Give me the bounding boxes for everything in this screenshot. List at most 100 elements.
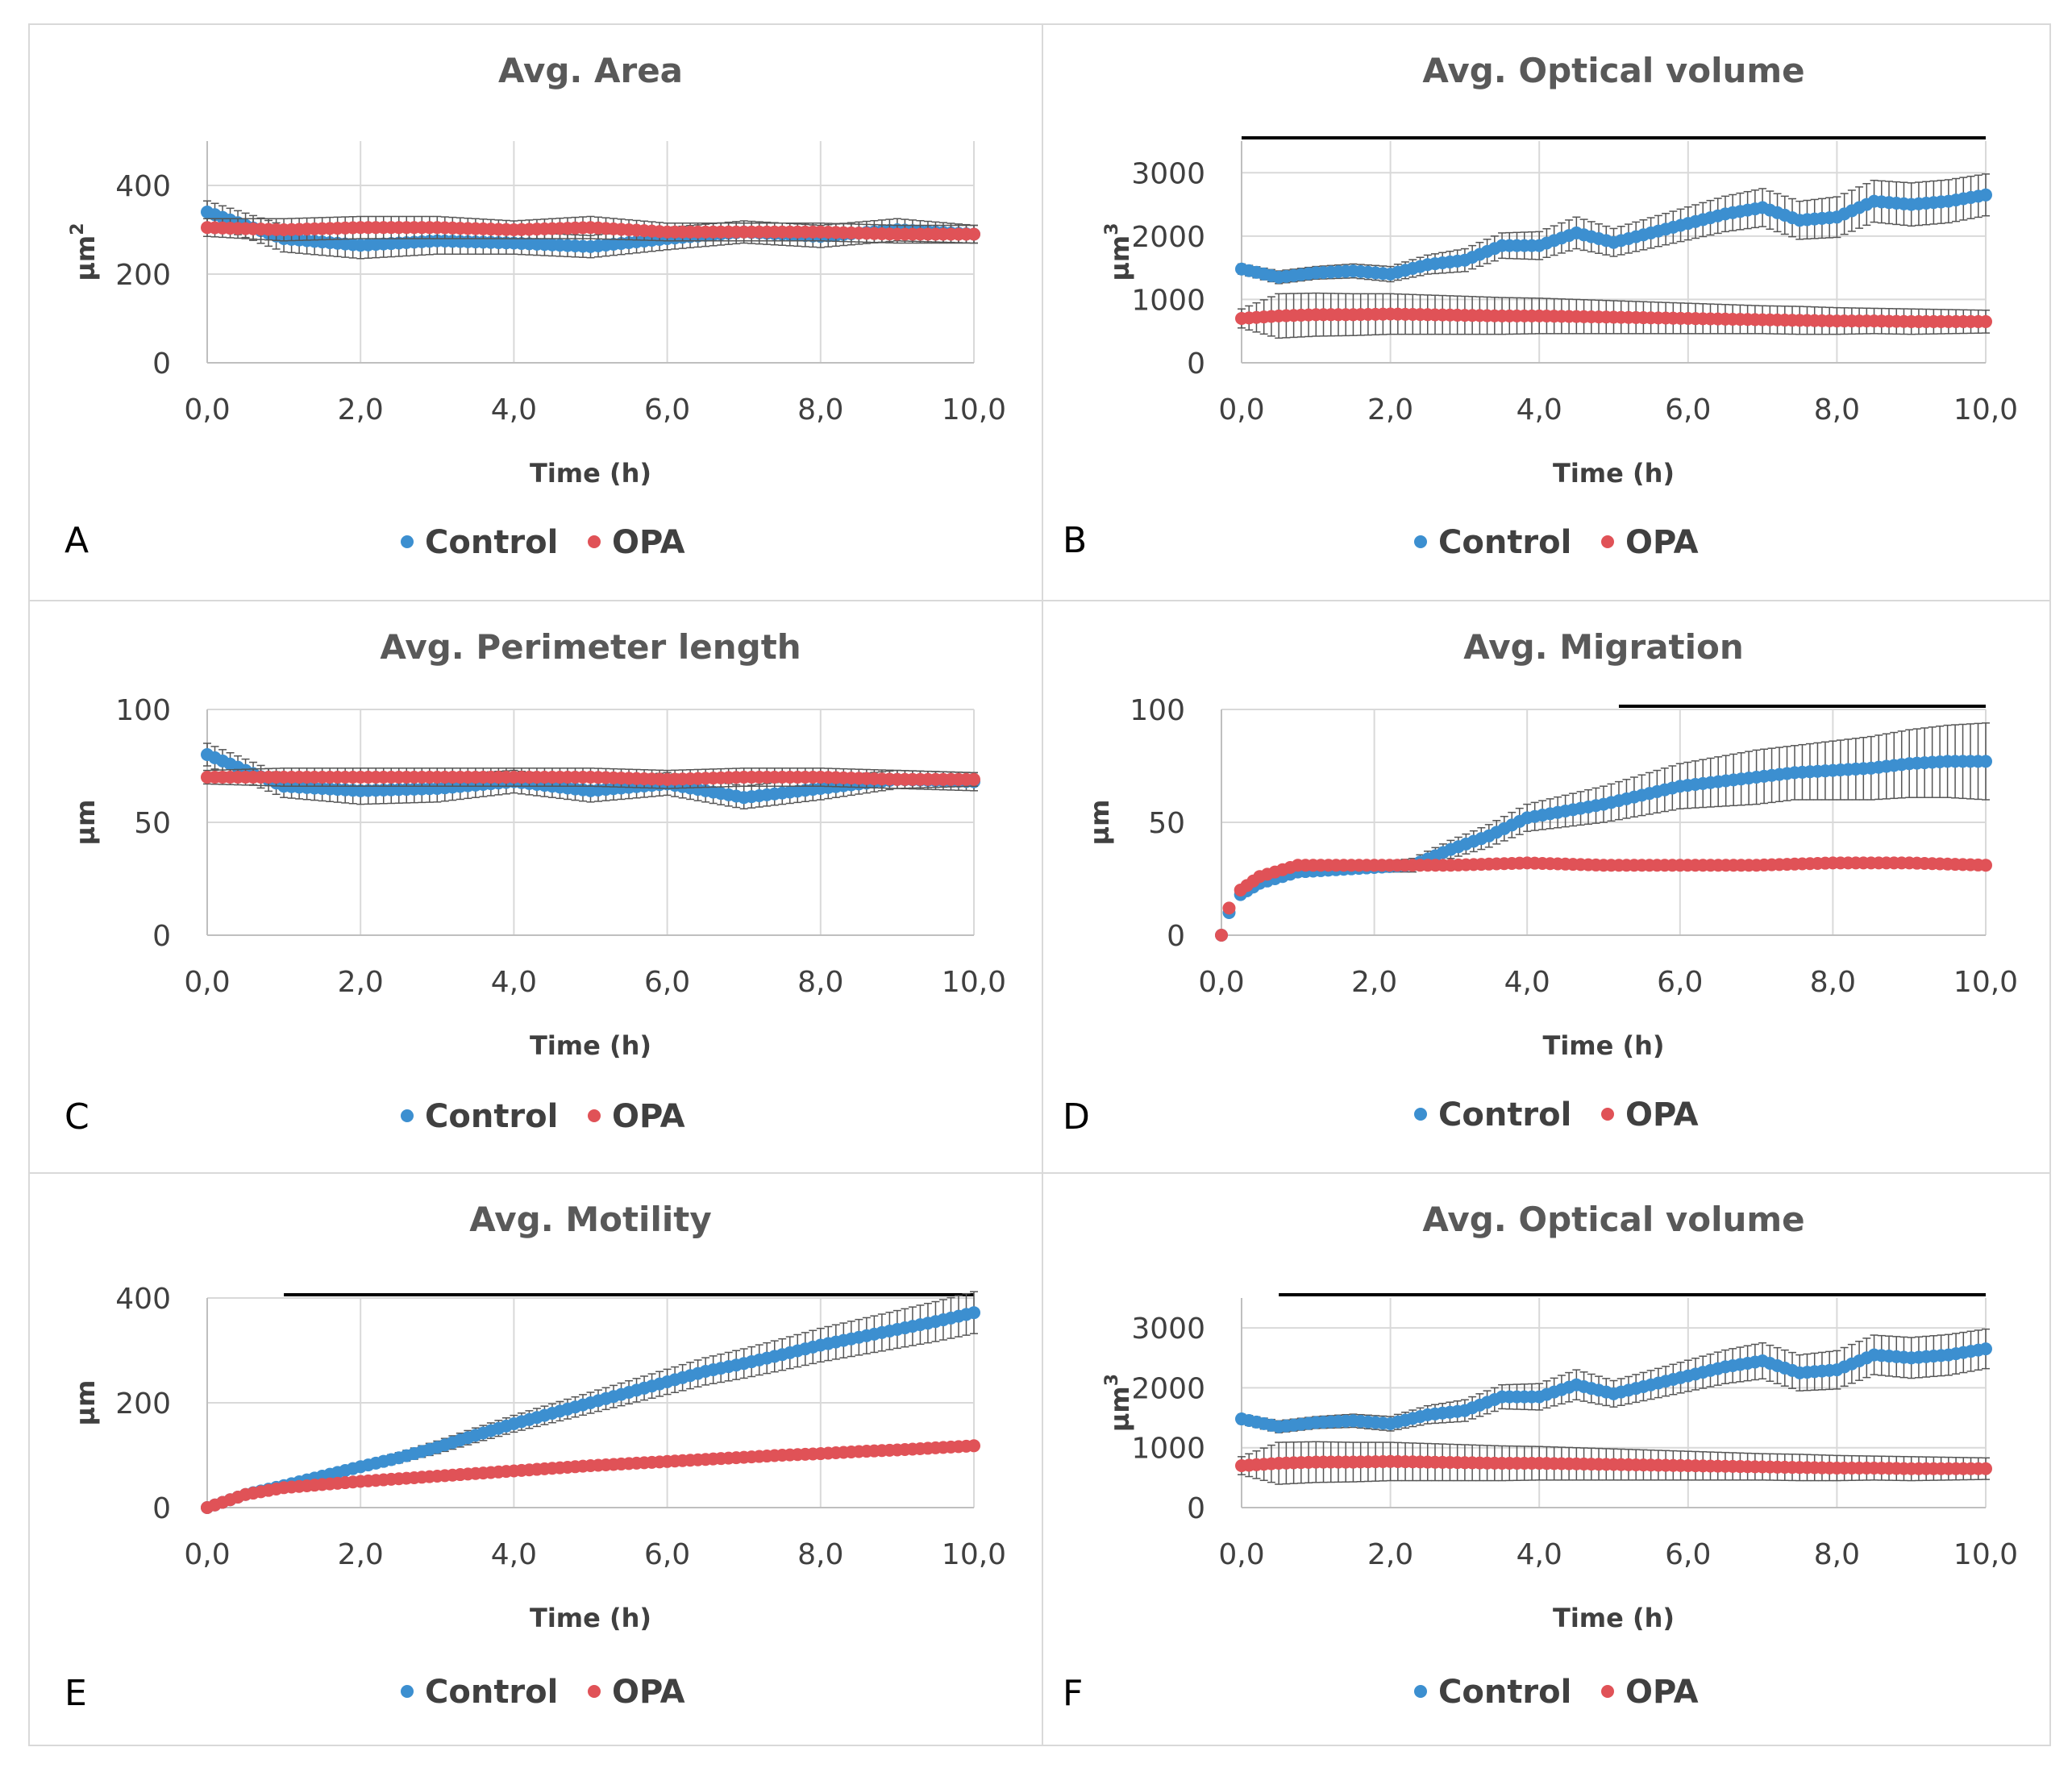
y-tick-label: 50 (1148, 807, 1185, 840)
x-tick-label: 2,0 (1367, 1538, 1413, 1571)
x-axis-label: Time (h) (530, 1603, 651, 1633)
x-tick-label: 0,0 (1218, 393, 1264, 426)
legend-marker-opa (588, 1685, 601, 1698)
y-tick-label: 0 (152, 920, 171, 953)
data-point (1979, 188, 1992, 202)
legend-marker-opa (588, 535, 601, 548)
chart-title: Avg. Migration (1463, 627, 1744, 667)
chart-title: Avg. Perimeter length (380, 627, 801, 667)
legend-label-control: Control (425, 1674, 558, 1711)
chart-title: Avg. Area (498, 51, 683, 90)
y-tick-label: 0 (1187, 347, 1205, 381)
panel-letter: B (1063, 520, 1087, 561)
legend-marker-control (1414, 535, 1427, 548)
data-point (1979, 314, 1992, 328)
x-tick-label: 2,0 (1367, 393, 1413, 426)
x-tick-label: 2,0 (338, 1538, 384, 1571)
y-axis-label-superscript: 2 (68, 223, 88, 235)
panel-letter: A (64, 520, 89, 561)
y-axis-label: µm (1084, 800, 1115, 846)
chart-panel-d: Avg. Migration 0,0 2,0 4,0 6,0 8,0 10,0 0 50 100 T… (1063, 627, 2018, 1138)
chart-panel-f: Avg. Optical volume 0,0 2,0 4,0 6,0 8,0 10,0 0 1… (1063, 1200, 2018, 1714)
y-tick-label: 0 (152, 1492, 171, 1525)
x-tick-label: 10,0 (1953, 393, 2018, 426)
x-tick-label: 6,0 (1657, 966, 1703, 999)
y-tick-label: 0 (1187, 1492, 1205, 1525)
x-tick-label: 0,0 (1218, 1538, 1264, 1571)
y-axis-label: µm (70, 1380, 101, 1426)
x-tick-label: 2,0 (338, 966, 384, 999)
legend-marker-opa (1601, 1108, 1614, 1121)
legend-label-control: Control (425, 524, 558, 561)
x-tick-label: 4,0 (491, 393, 537, 426)
x-tick-label: 4,0 (1504, 966, 1550, 999)
x-tick-label: 8,0 (1814, 1538, 1860, 1571)
y-tick-label: 200 (115, 1387, 171, 1421)
x-tick-label: 0,0 (184, 966, 230, 999)
chart-title: Avg. Motility (469, 1200, 711, 1239)
x-axis-label: Time (h) (1553, 458, 1675, 489)
y-tick-label: 0 (1167, 920, 1185, 953)
series-control (1215, 722, 1992, 942)
data-point (967, 227, 980, 241)
chart-panel-c: Avg. Perimeter length 0,0 2,0 4,0 6,0 8,0 10,0… (64, 627, 1006, 1138)
legend-marker-control (401, 535, 414, 548)
x-tick-label: 6,0 (1665, 393, 1711, 426)
x-tick-label: 4,0 (491, 966, 537, 999)
series-opa (201, 215, 980, 244)
series-opa (201, 1439, 980, 1514)
y-tick-label: 400 (115, 170, 171, 203)
x-tick-label: 2,0 (1351, 966, 1397, 999)
x-axis-label: Time (h) (1553, 1603, 1675, 1633)
y-axis-label-superscript: 3 (1102, 1374, 1122, 1386)
legend-marker-control (1414, 1108, 1427, 1121)
x-axis-label: Time (h) (530, 458, 651, 489)
x-tick-label: 10,0 (942, 966, 1006, 999)
legend-marker-control (401, 1685, 414, 1698)
y-tick-label: 200 (115, 259, 171, 292)
x-tick-label: 4,0 (1517, 1538, 1562, 1571)
legend: Control OPA (401, 1674, 685, 1711)
y-tick-label: 1000 (1131, 1433, 1205, 1466)
y-axis-label: µm2 (68, 223, 101, 281)
x-tick-label: 8,0 (1810, 966, 1856, 999)
figure-border (28, 23, 2051, 1746)
x-tick-label: 10,0 (1953, 1538, 2018, 1571)
data-point (1979, 859, 1992, 872)
legend-marker-control (401, 1109, 414, 1122)
x-tick-label: 8,0 (797, 966, 843, 999)
x-tick-label: 6,0 (644, 393, 690, 426)
data-point (1215, 929, 1228, 942)
x-tick-label: 4,0 (1517, 393, 1562, 426)
legend-label-opa: OPA (612, 524, 685, 561)
y-tick-label: 100 (1130, 694, 1185, 727)
legend: Control OPA (401, 524, 685, 561)
series-opa (1235, 292, 1992, 339)
x-tick-label: 10,0 (942, 1538, 1006, 1571)
data-point (967, 772, 980, 786)
legend-marker-opa (588, 1109, 601, 1122)
legend: Control OPA (1414, 524, 1699, 561)
x-axis-label: Time (h) (530, 1030, 651, 1061)
y-axis-label: µm (70, 800, 101, 846)
series-opa (1235, 1441, 1992, 1485)
panel-letter: D (1063, 1096, 1090, 1138)
x-axis-label: Time (h) (1542, 1030, 1664, 1061)
chart-panel-e: Avg. Motility 0,0 2,0 4,0 6,0 8,0 10,0 0 200 400 T… (64, 1200, 1006, 1714)
legend: Control OPA (401, 1098, 685, 1135)
data-point (967, 1306, 980, 1320)
y-tick-label: 400 (115, 1283, 171, 1316)
legend-label-opa: OPA (1625, 524, 1699, 561)
y-tick-label: 100 (115, 694, 171, 727)
y-axis-label: µm3 (1102, 223, 1135, 281)
x-tick-label: 0,0 (1198, 966, 1244, 999)
series-opa (201, 768, 980, 789)
y-tick-label: 1000 (1131, 284, 1205, 317)
series-opa (1215, 856, 1992, 942)
x-tick-label: 8,0 (797, 393, 843, 426)
legend-label-control: Control (1438, 1096, 1571, 1134)
legend-label-opa: OPA (1625, 1096, 1699, 1134)
data-point (1222, 901, 1236, 915)
x-tick-label: 4,0 (491, 1538, 537, 1571)
